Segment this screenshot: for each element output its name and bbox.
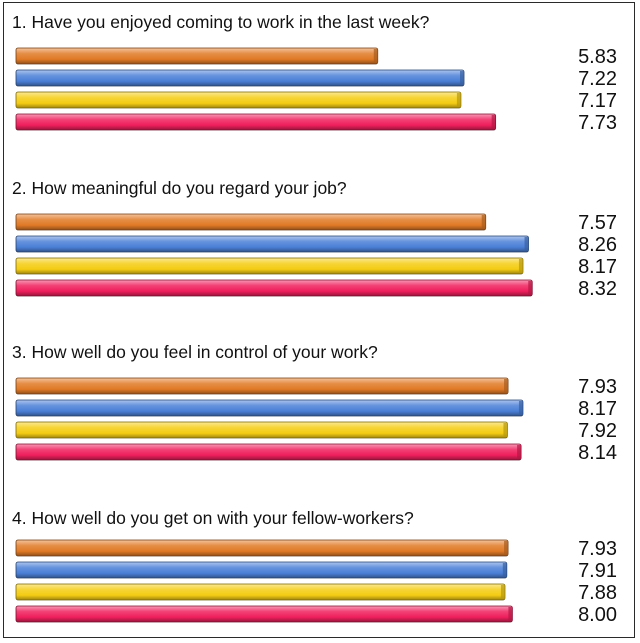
bar-end-cap	[503, 423, 508, 437]
bar-end-cap	[456, 93, 461, 107]
bar-end-cap	[528, 281, 533, 295]
bar-end-cap	[491, 115, 496, 129]
question-title: 4. How well do you get on with your fell…	[12, 508, 414, 528]
bar	[15, 91, 462, 109]
bar	[15, 443, 522, 461]
bar	[15, 235, 529, 253]
value-label: 7.91	[578, 560, 617, 582]
value-label: 7.88	[578, 582, 617, 604]
bar	[15, 377, 509, 395]
bar-end-cap	[481, 215, 486, 229]
bar-end-cap	[504, 379, 509, 393]
bar	[15, 583, 506, 601]
question-group: 3. How well do you feel in control of yo…	[12, 342, 617, 464]
bar	[15, 399, 524, 417]
bar-end-cap	[517, 445, 522, 459]
bar-end-cap	[460, 71, 465, 85]
bar-end-cap	[504, 541, 509, 555]
bar	[15, 539, 509, 557]
bar	[15, 47, 379, 65]
question-group: 2. How meaningful do you regard your job…	[12, 178, 617, 300]
question-title: 3. How well do you feel in control of yo…	[12, 342, 378, 362]
value-label: 8.00	[578, 604, 617, 626]
bar-end-cap	[524, 237, 529, 251]
value-label: 8.32	[578, 278, 617, 300]
bar	[15, 113, 497, 131]
question-group: 4. How well do you get on with your fell…	[12, 508, 617, 626]
value-label: 8.14	[578, 442, 617, 464]
value-label: 8.17	[578, 256, 617, 278]
bar	[15, 421, 508, 439]
bar	[15, 605, 513, 623]
bar	[15, 69, 465, 87]
bar-end-cap	[508, 607, 513, 621]
value-label: 8.17	[578, 398, 617, 420]
value-label: 7.93	[578, 376, 617, 398]
bar-end-cap	[500, 585, 505, 599]
value-label: 7.57	[578, 212, 617, 234]
value-label: 7.22	[578, 68, 617, 90]
bar-end-cap	[502, 563, 507, 577]
bar-end-cap	[373, 49, 378, 63]
bar-end-cap	[518, 259, 523, 273]
question-title: 1. Have you enjoyed coming to work in th…	[12, 12, 430, 32]
value-label: 7.92	[578, 420, 617, 442]
question-title: 2. How meaningful do you regard your job…	[12, 178, 347, 198]
value-label: 5.83	[578, 46, 617, 68]
bar	[15, 279, 533, 297]
bar-end-cap	[518, 401, 523, 415]
value-label: 7.73	[578, 112, 617, 134]
question-group: 1. Have you enjoyed coming to work in th…	[12, 12, 617, 134]
value-label: 7.93	[578, 538, 617, 560]
bar	[15, 257, 524, 275]
value-label: 8.26	[578, 234, 617, 256]
bar	[15, 213, 487, 231]
value-label: 7.17	[578, 90, 617, 112]
bar	[15, 561, 508, 579]
